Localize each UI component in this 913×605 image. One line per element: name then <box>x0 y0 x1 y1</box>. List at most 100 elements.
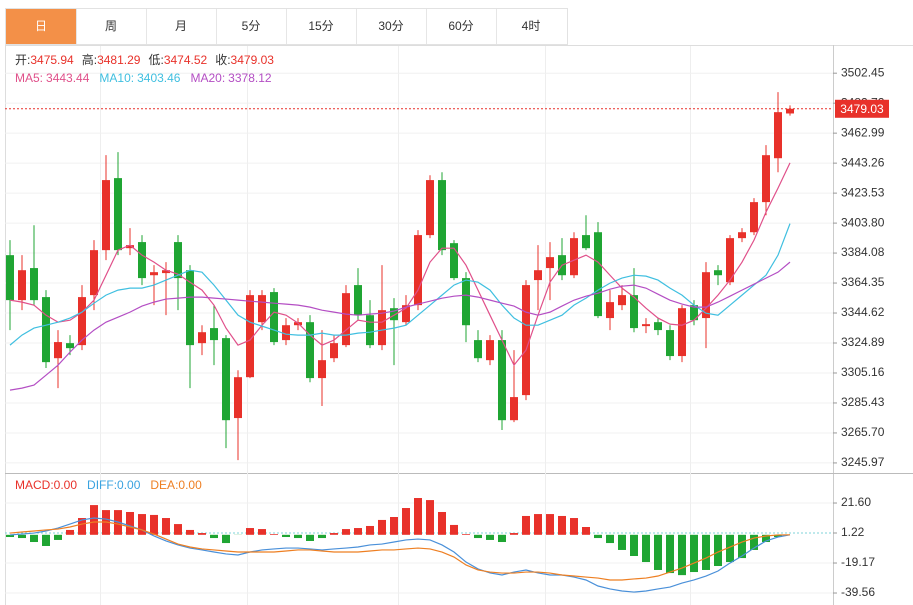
macd-bar <box>138 514 146 535</box>
legend-label: 收: <box>215 53 230 67</box>
macd-bar <box>402 508 410 535</box>
candle-body <box>786 108 794 114</box>
y-tick-label: 3245.97 <box>841 455 885 469</box>
candle <box>762 145 770 216</box>
macd-bar <box>306 534 314 541</box>
y-tick-label: 3423.53 <box>841 185 885 199</box>
candle-body <box>390 308 398 321</box>
tab[interactable]: 4时 <box>496 9 541 44</box>
candle <box>426 175 434 239</box>
legend-label: MA20: <box>190 71 225 85</box>
tab[interactable]: 日 <box>6 9 76 44</box>
tab[interactable]: 15分 <box>286 9 334 44</box>
tab[interactable]: 30分 <box>356 9 404 44</box>
candle <box>342 285 350 348</box>
legend-value: 3403.46 <box>137 71 181 85</box>
legend-value: 3378.12 <box>228 71 272 85</box>
candle <box>486 335 494 366</box>
tab[interactable]: 60分 <box>426 9 474 44</box>
candle <box>690 300 698 326</box>
candle <box>570 232 578 279</box>
candle-body <box>258 295 266 323</box>
candle-body <box>138 242 146 279</box>
macd-bar <box>6 534 14 538</box>
candle <box>126 228 134 256</box>
macd-bar <box>354 528 362 535</box>
candle <box>714 265 722 286</box>
candle <box>306 315 314 383</box>
candle <box>618 285 626 311</box>
legend-value: 0.00 <box>117 478 141 492</box>
macd-bar <box>222 534 230 544</box>
candle <box>90 240 98 311</box>
candle <box>366 300 374 349</box>
candle <box>378 265 386 351</box>
y-tick-label: 3305.16 <box>841 365 885 379</box>
candle <box>222 335 230 449</box>
candle <box>522 280 530 401</box>
candle-body <box>414 235 422 306</box>
candle-body <box>762 155 770 203</box>
candle <box>546 242 554 301</box>
candle <box>354 268 362 321</box>
candle-body <box>450 243 458 279</box>
candle-body <box>234 377 242 419</box>
candle-body <box>486 340 494 361</box>
legend-value: 3474.52 <box>164 53 208 67</box>
candle-body <box>714 270 722 276</box>
macd-bar <box>714 534 722 567</box>
y-tick-label: 3403.80 <box>841 215 885 229</box>
legend-value: 0.00 <box>54 478 78 492</box>
legend-value: 3479.03 <box>231 53 275 67</box>
macd-bar <box>162 518 170 535</box>
legend-label: DEA: <box>150 478 178 492</box>
macd-bar <box>150 514 158 535</box>
macd-bar <box>534 514 542 535</box>
macd-bar <box>486 534 494 540</box>
candle-body <box>498 340 506 421</box>
macd-bar <box>210 534 218 539</box>
tab-label: 15分 <box>308 19 333 33</box>
macd-bar <box>126 511 134 535</box>
tab-active-bg <box>6 9 76 44</box>
tab-label: 60分 <box>448 19 473 33</box>
candle-body <box>534 270 542 281</box>
candle-body <box>78 297 86 346</box>
macd-bar <box>498 534 506 543</box>
tab[interactable]: 周 <box>76 9 118 44</box>
candle <box>438 172 446 256</box>
candle <box>210 305 218 366</box>
candle <box>654 318 662 336</box>
macd-bar <box>42 534 50 546</box>
candle-body <box>630 295 638 329</box>
candle <box>78 285 86 351</box>
macd-bar <box>90 505 98 535</box>
candle <box>702 262 710 349</box>
candle-body <box>330 343 338 359</box>
tab[interactable]: 月 <box>146 9 188 44</box>
candle-body <box>222 338 230 421</box>
last-price-badge <box>835 99 889 118</box>
legend-value: 3475.94 <box>30 53 74 67</box>
legend-label: DIFF: <box>87 478 117 492</box>
y-tick-label: 3502.45 <box>841 65 885 79</box>
tab[interactable]: 5分 <box>216 9 261 44</box>
candle <box>642 318 650 334</box>
macd-bar <box>30 534 38 543</box>
macd-bar <box>630 534 638 556</box>
candle <box>138 235 146 286</box>
candle <box>786 105 794 116</box>
macd-bar <box>378 519 386 535</box>
candle-body <box>666 330 674 357</box>
legend-label: 高: <box>82 52 97 67</box>
candle-body <box>90 250 98 296</box>
candle-body <box>570 238 578 276</box>
candle-body <box>354 285 362 316</box>
candle-body <box>186 270 194 346</box>
candle <box>738 228 746 243</box>
candle-body <box>402 305 410 323</box>
macd-bar <box>282 534 290 538</box>
candle <box>258 290 266 331</box>
